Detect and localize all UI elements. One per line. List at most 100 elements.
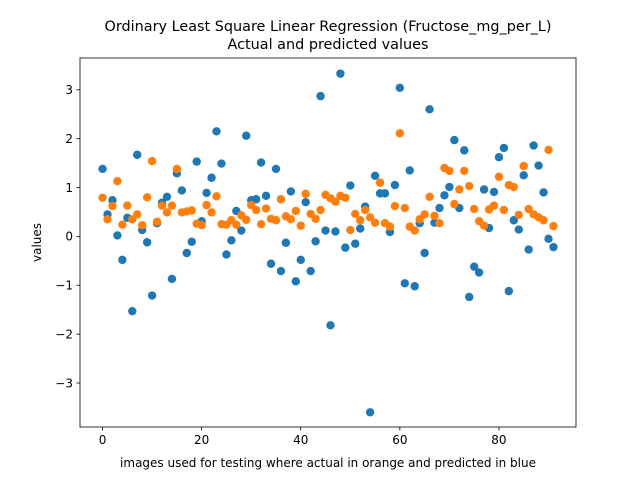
chart-subtitle: Actual and predicted values [228,37,429,53]
data-point [118,220,127,229]
data-point [365,213,375,222]
data-point [400,279,409,288]
data-point [137,220,147,230]
data-point [271,164,281,174]
data-point [465,181,474,191]
data-point [450,199,459,209]
data-point [509,182,519,192]
y-axis-label: values [30,223,44,262]
data-point [469,262,479,271]
data-point [331,227,340,236]
data-point [341,243,350,252]
data-point [113,176,122,186]
data-point [356,224,365,233]
data-point [251,195,261,204]
data-point [539,188,548,197]
y-tick-label: −2 [55,327,73,341]
data-point [351,239,360,248]
data-point [549,221,558,231]
x-tick-label: 0 [99,433,107,447]
data-point [370,171,380,180]
data-point [162,192,172,201]
data-point [499,143,509,153]
data-point [281,238,291,247]
data-point [356,216,365,225]
y-tick-label: 1 [65,181,73,195]
data-point [336,69,345,78]
data-point [207,208,216,217]
data-point [460,146,469,155]
data-point [544,234,553,244]
data-point [331,197,340,206]
data-point [460,166,469,176]
data-point [232,220,241,229]
y-tick-label: 3 [65,83,73,97]
data-point [469,204,479,214]
data-point [98,193,107,202]
y-tick-label: −3 [55,376,73,390]
x-axis-label: images used for testing where actual in … [120,456,536,470]
data-point [182,248,191,258]
data-point [187,237,196,246]
data-point [202,188,211,198]
data-point [237,226,246,235]
data-point [499,205,509,215]
data-point [266,259,276,268]
data-point [455,185,464,194]
data-point [326,321,335,330]
axes-frame [79,57,577,428]
data-point [242,131,251,140]
data-point [256,158,266,167]
data-point [489,201,499,210]
data-point [489,187,499,197]
data-point [222,250,231,259]
data-point [123,201,132,210]
data-point [291,206,300,216]
data-point [385,222,395,231]
data-point [425,192,434,201]
data-point [435,218,444,228]
data-point [405,166,414,175]
data-point [544,145,553,155]
data-point [410,282,419,291]
data-point [187,206,196,215]
data-point [395,129,405,138]
data-point [261,204,271,213]
data-point [514,210,523,220]
data-point [142,238,152,247]
data-point [539,216,548,225]
data-point [474,268,484,277]
data-point [306,266,315,276]
plot-area [98,69,558,417]
data-point [311,214,320,223]
x-tick-label: 60 [392,433,407,447]
data-point [276,195,286,204]
data-point [450,135,459,145]
data-point [286,215,296,224]
data-point [162,208,172,217]
data-point [346,181,355,190]
data-point [172,164,182,174]
data-point [242,215,251,224]
data-point [296,255,305,265]
data-point [311,237,320,246]
data-point [435,203,444,213]
data-point [301,197,310,207]
data-point [420,248,429,258]
data-point [390,201,400,211]
data-point [519,161,528,171]
data-point [341,193,350,202]
data-point [440,191,449,200]
data-point [346,225,355,235]
data-point [370,218,380,227]
series-1-points [98,129,558,235]
data-point [113,231,122,240]
series-0-points [98,69,558,417]
data-point [261,191,271,201]
data-point [103,215,112,224]
data-point [296,221,305,230]
data-point [167,274,177,284]
data-point [271,216,281,225]
data-point [509,216,519,225]
